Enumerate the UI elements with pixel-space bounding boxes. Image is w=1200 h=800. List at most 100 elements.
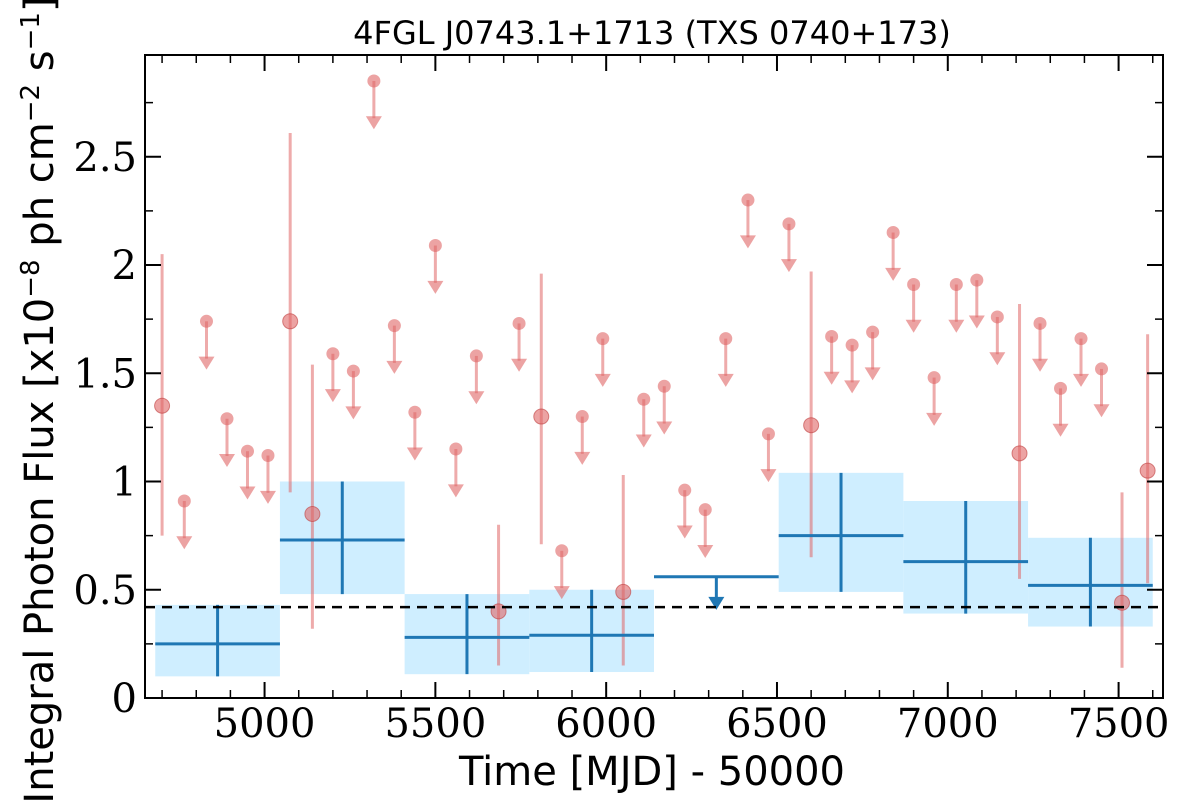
upper-limit-marker — [1054, 381, 1068, 395]
upper-limit-arrow — [676, 525, 693, 539]
upper-limit-marker — [782, 217, 796, 231]
detection-marker — [615, 583, 632, 600]
detection-marker — [1139, 462, 1156, 479]
upper-limit-marker — [555, 544, 569, 558]
detection-marker — [304, 505, 321, 522]
upper-limit-arrow — [760, 469, 777, 483]
upper-limit-marker — [449, 442, 463, 456]
upper-limit-arrow — [926, 412, 943, 426]
upper-limit-marker — [408, 405, 422, 419]
detection-marker — [154, 397, 171, 414]
upper-limit-arrow — [365, 116, 382, 130]
upper-limit-marker — [512, 316, 526, 330]
x-tick-label: 6500 — [726, 701, 828, 747]
upper-limit-arrow — [239, 486, 256, 500]
upper-limit-arrow — [553, 586, 570, 600]
y-axis-label-end: s — [17, 50, 63, 84]
upper-limit-arrow — [823, 371, 840, 385]
upper-limit-arrow — [176, 536, 193, 550]
y-axis-label-exp3: −1 — [16, 12, 46, 50]
upper-limit-marker — [575, 410, 589, 424]
y-tick-label: 2.5 — [73, 135, 137, 181]
upper-limit-arrow — [1052, 423, 1069, 437]
y-axis-label-exp1: −8 — [16, 259, 46, 297]
y-tick-label: 1 — [112, 460, 137, 506]
upper-limit-arrow — [468, 391, 485, 405]
upper-limit-arrow — [739, 235, 756, 249]
upper-limit-marker — [346, 364, 360, 378]
upper-limit-marker — [866, 325, 880, 339]
upper-limit-arrow — [864, 367, 881, 381]
y-axis-label-exp2: −2 — [16, 84, 46, 122]
upper-limit-marker — [1033, 316, 1047, 330]
upper-limit-marker — [240, 444, 254, 458]
y-tick-label: 1.5 — [73, 351, 137, 397]
plot-area: 5000 5500 6000 6500 7000 7500 0 0.5 1 1.5 2 2.5 — [73, 54, 1169, 747]
x-axis-label: Time [MJD] - 50000 — [458, 749, 845, 795]
upper-limit-arrow — [345, 406, 362, 420]
upper-limit-marker — [761, 427, 775, 441]
upper-limit-arrow — [635, 434, 652, 448]
chart-title: 4FGL J0743.1+1713 (TXS 0740+173) — [353, 14, 951, 52]
upper-limit-arrow — [844, 380, 861, 394]
upper-limit-arrow — [1032, 358, 1049, 372]
upper-limit-arrow — [427, 280, 444, 294]
upper-limit-arrow — [406, 447, 423, 461]
upper-limit-marker — [825, 329, 839, 343]
detection-marker — [1011, 445, 1028, 462]
upper-limit-arrow — [948, 319, 965, 333]
upper-limit-marker — [637, 392, 651, 406]
upper-limit-marker — [428, 239, 442, 253]
upper-limit-marker — [261, 449, 275, 463]
upper-limit-marker — [387, 319, 401, 333]
upper-limit-marker — [199, 314, 213, 328]
upper-limit-marker — [657, 379, 671, 393]
x-tick-label: 6000 — [555, 701, 657, 747]
upper-limit-arrow — [968, 315, 985, 329]
upper-limit-marker — [220, 412, 234, 426]
upper-limit-marker — [927, 371, 941, 385]
upper-limit-arrow — [697, 544, 714, 558]
y-axis-label: Integral Photon Flux [x10−8 ph cm−2 s−1] — [16, 0, 63, 800]
upper-limit-marker — [326, 347, 340, 361]
upper-limit-marker — [678, 483, 692, 497]
upper-limit-marker — [1095, 362, 1109, 376]
upper-limit-marker — [469, 349, 483, 363]
upper-limit-arrow — [1073, 373, 1090, 387]
upper-limit-marker — [970, 273, 984, 287]
x-tick-label: 7000 — [897, 701, 999, 747]
y-tick-label: 0 — [112, 676, 137, 722]
upper-limit-arrow — [218, 454, 235, 468]
upper-limit-marker — [367, 74, 381, 88]
upper-limit-arrow — [574, 451, 591, 465]
upper-limit-marker — [990, 310, 1004, 324]
y-tick-label: 2 — [112, 243, 137, 289]
detection-marker — [282, 313, 299, 330]
upper-limit-arrow — [386, 360, 403, 374]
upper-limit-marker — [698, 503, 712, 517]
upper-limit-arrow — [885, 267, 902, 281]
y-axis-label-close: ] — [17, 0, 63, 12]
upper-limit-arrow — [259, 490, 276, 504]
y-axis-label-mid: ph cm — [17, 122, 63, 259]
upper-limit-arrow — [989, 352, 1006, 366]
detection-marker — [803, 417, 820, 434]
upper-limit-arrow — [656, 421, 673, 435]
upper-limit-marker — [719, 332, 733, 346]
upper-limit-arrow — [780, 259, 797, 273]
upper-limit-marker — [177, 494, 191, 508]
upper-limit-marker — [1074, 332, 1088, 346]
upper-limit-arrow — [324, 389, 341, 403]
upper-limit-marker — [596, 332, 610, 346]
upper-limit-arrow — [198, 356, 215, 370]
y-tick-label: 0.5 — [73, 568, 137, 614]
upper-limit-arrow — [594, 373, 611, 387]
upper-limit-marker — [886, 226, 900, 240]
x-tick-label: 5500 — [384, 701, 486, 747]
plot-frame — [144, 54, 1164, 699]
upper-limit-marker — [845, 338, 859, 352]
upper-limit-marker — [907, 277, 921, 291]
upper-limit-arrow — [1093, 404, 1110, 418]
upper-limit-arrow — [905, 319, 922, 333]
